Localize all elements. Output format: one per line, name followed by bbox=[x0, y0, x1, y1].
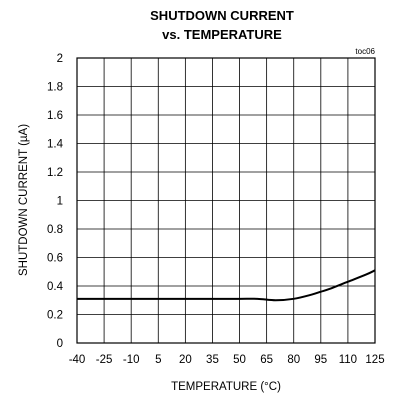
x-tick-label-4: 20 bbox=[179, 354, 192, 366]
x-tick-label-5: 35 bbox=[206, 354, 219, 366]
x-tick-label-3: 5 bbox=[155, 354, 161, 366]
x-tick-label-7: 65 bbox=[260, 354, 273, 366]
series-line-0 bbox=[77, 269, 376, 302]
y-axis-label: SHUTDOWN CURRENT (µA) bbox=[18, 124, 30, 276]
x-tick-label-0: -40 bbox=[69, 354, 86, 366]
series-group bbox=[77, 269, 376, 302]
x-tick-label-11: 125 bbox=[365, 354, 384, 366]
x-tick-label-6: 50 bbox=[233, 354, 246, 366]
y-tick-label-9: 1.8 bbox=[47, 82, 63, 94]
y-axis-ticks: 0 0.2 0.4 0.6 0.8 1 1.2 1.4 1.6 1.8 2 bbox=[47, 53, 64, 350]
chart-subtitle: vs. TEMPERATURE bbox=[162, 27, 282, 42]
x-tick-label-1: -25 bbox=[96, 354, 113, 366]
chart-tag: toc06 bbox=[355, 47, 375, 56]
y-tick-label-10: 2 bbox=[57, 53, 63, 65]
grid bbox=[76, 57, 376, 344]
y-tick-label-5: 1 bbox=[57, 196, 63, 208]
x-axis-ticks: -40 -25 -10 5 20 35 50 65 80 95 110 125 bbox=[69, 354, 385, 366]
x-tick-label-9: 95 bbox=[314, 354, 327, 366]
x-tick-label-10: 110 bbox=[339, 354, 357, 366]
chart-title: SHUTDOWN CURRENT bbox=[150, 8, 294, 23]
y-tick-label-2: 0.4 bbox=[47, 281, 64, 293]
plot-frame bbox=[76, 57, 376, 344]
y-tick-label-3: 0.6 bbox=[47, 253, 63, 265]
y-tick-label-0: 0 bbox=[57, 338, 63, 350]
x-axis-label: TEMPERATURE (°C) bbox=[171, 381, 281, 393]
y-tick-label-7: 1.4 bbox=[47, 139, 64, 151]
y-tick-label-6: 1.2 bbox=[47, 167, 63, 179]
y-tick-label-4: 0.8 bbox=[47, 224, 63, 236]
y-tick-label-8: 1.6 bbox=[47, 110, 63, 122]
x-tick-label-8: 80 bbox=[287, 354, 300, 366]
y-tick-label-1: 0.2 bbox=[47, 310, 63, 322]
x-tick-label-2: -10 bbox=[123, 354, 140, 366]
